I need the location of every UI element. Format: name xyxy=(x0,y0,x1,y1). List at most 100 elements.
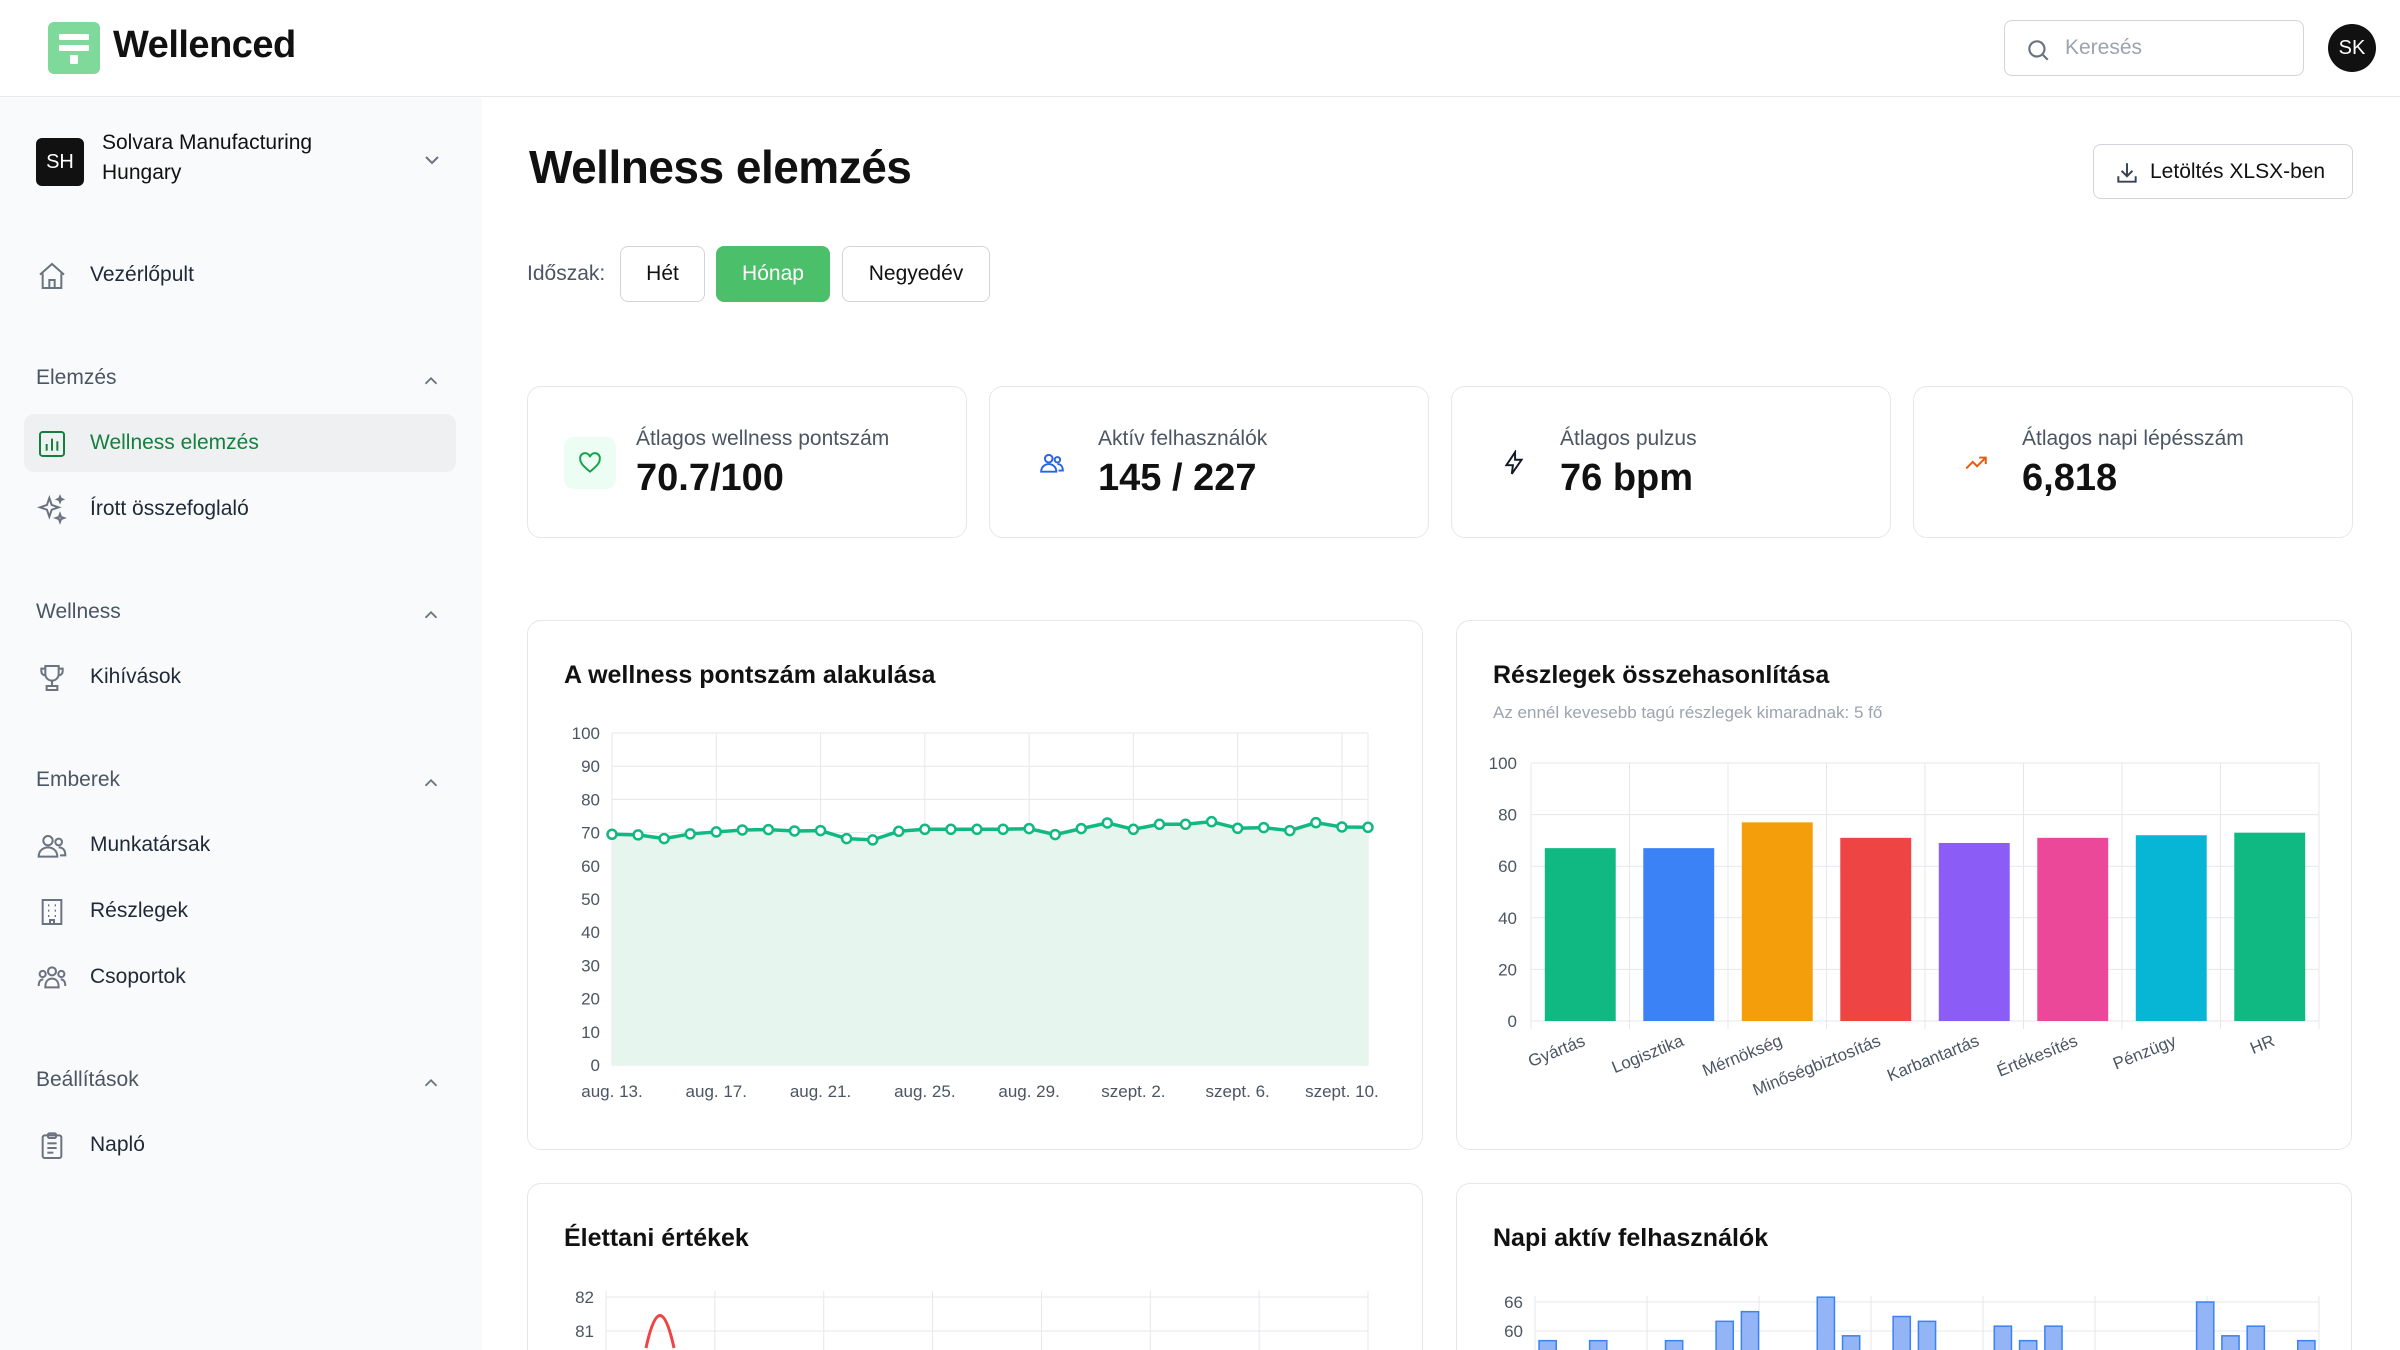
data-point xyxy=(893,825,905,838)
data-point xyxy=(632,829,644,841)
bar xyxy=(2221,1335,2240,1350)
kpi-label: Aktív felhasználók xyxy=(1098,427,1268,450)
y-tick-label: 81 xyxy=(575,1322,594,1341)
y-tick-label: 70 xyxy=(581,824,600,843)
y-tick-label: 60 xyxy=(1504,1322,1523,1341)
sidebar-item-wellness-analysis[interactable]: Wellness elemzés xyxy=(24,414,456,472)
org-avatar: SH xyxy=(36,138,84,186)
x-tick-label: aug. 21. xyxy=(790,1082,851,1101)
card-title: Élettani értékek xyxy=(564,1224,749,1252)
bar xyxy=(1664,1339,1684,1350)
heart-icon xyxy=(564,437,616,489)
period-week-button[interactable]: Hét xyxy=(620,246,705,302)
daily-active-bar-chart[interactable]: 66 60 xyxy=(1457,1184,2352,1350)
y-tick-label: 40 xyxy=(581,923,600,942)
data-point xyxy=(997,823,1009,836)
data-point xyxy=(762,823,775,836)
top-header: Wellenced SK xyxy=(0,0,2400,97)
y-tick-label: 20 xyxy=(581,990,600,1009)
trophy-icon xyxy=(40,665,64,691)
period-quarter-button[interactable]: Negyedév xyxy=(842,246,990,302)
sidebar-item-label: Csoportok xyxy=(90,965,186,988)
download-xlsx-button[interactable]: Letöltés XLSX-ben xyxy=(2093,144,2353,199)
bar xyxy=(1588,1339,1608,1350)
chevron-down-icon xyxy=(425,156,439,165)
data-point xyxy=(606,828,618,841)
brand-name[interactable]: Wellenced xyxy=(113,24,296,66)
org-switcher[interactable]: SH Solvara Manufacturing Hungary xyxy=(36,128,446,192)
data-point xyxy=(814,824,827,837)
period-label: Időszak: xyxy=(527,262,606,285)
y-tick-label: 20 xyxy=(1498,960,1517,979)
x-tick-label: Karbantartás xyxy=(1884,1031,1981,1085)
kpi-value: 6,818 xyxy=(2022,457,2118,499)
x-tick-label: Gyártás xyxy=(1525,1031,1587,1071)
kpi-value: 145 / 227 xyxy=(1098,457,1257,499)
period-month-button[interactable]: Hónap xyxy=(716,246,830,302)
wellness-trend-chart[interactable]: 0 10 20 30 40 50 60 70 80 90 100 aug. 13. aug. 17. au… xyxy=(528,621,1423,1150)
bar xyxy=(1741,822,1813,1021)
sidebar-item-challenges[interactable]: Kihívások xyxy=(24,648,456,706)
bar xyxy=(1840,837,1912,1021)
department-comparison-card: Részlegek összehasonlítása Az ennél keve… xyxy=(1456,620,2352,1150)
y-tick-label: 40 xyxy=(1498,909,1517,928)
sidebar-item-colleagues[interactable]: Munkatársak xyxy=(24,816,456,874)
data-point xyxy=(971,823,983,836)
sidebar-item-label: Írott összefoglaló xyxy=(90,497,249,520)
data-point xyxy=(1023,822,1035,835)
section-elemzes[interactable]: Elemzés xyxy=(36,366,448,396)
y-tick-label: 80 xyxy=(581,790,600,809)
card-subtitle: Az ennél kevesebb tagú részlegek kimarad… xyxy=(1493,703,1883,722)
page-title: Wellness elemzés xyxy=(529,141,912,193)
section-emberek[interactable]: Emberek xyxy=(36,768,448,798)
data-point xyxy=(1284,824,1296,837)
logo-icon[interactable] xyxy=(48,22,100,74)
download-label: Letöltés XLSX-ben xyxy=(2150,160,2326,183)
section-title: Wellness xyxy=(36,600,121,623)
sidebar-item-groups[interactable]: Csoportok xyxy=(24,948,456,1006)
trending-up-icon xyxy=(1950,437,2002,489)
sidebar-item-log[interactable]: Napló xyxy=(24,1116,456,1174)
sidebar-item-label: Kihívások xyxy=(90,665,182,688)
x-tick-label: aug. 13. xyxy=(581,1082,642,1101)
series-line xyxy=(644,1314,676,1349)
bar xyxy=(1544,848,1616,1021)
x-tick-label: Értékesítés xyxy=(1994,1031,2080,1080)
x-tick-label: Logisztika xyxy=(1609,1031,1687,1077)
y-tick-label: 100 xyxy=(572,724,600,743)
sidebar-item-label: Részlegek xyxy=(90,899,189,922)
kpi-label: Átlagos pulzus xyxy=(1560,427,1697,450)
data-point xyxy=(1257,821,1270,834)
search-box[interactable] xyxy=(2004,20,2304,76)
physiological-line-chart[interactable]: 82 81 xyxy=(528,1184,1423,1350)
search-input[interactable] xyxy=(2065,33,2285,63)
org-name: Solvara Manufacturing Hungary xyxy=(102,131,313,184)
sidebar-item-written-summary[interactable]: Írott összefoglaló xyxy=(24,480,456,538)
y-tick-label: 80 xyxy=(1498,806,1517,825)
bar xyxy=(2044,1325,2063,1350)
y-tick-label: 50 xyxy=(581,890,600,909)
building-icon xyxy=(41,899,63,925)
sidebar-item-label: Vezérlőpult xyxy=(90,263,194,286)
y-tick-label: 82 xyxy=(575,1288,594,1307)
data-point xyxy=(736,824,749,836)
card-title: A wellness pontszám alakulása xyxy=(564,661,936,689)
chevron-up-icon xyxy=(424,610,438,619)
data-point xyxy=(1205,815,1218,828)
kpi-value: 70.7/100 xyxy=(636,457,784,499)
y-tick-label: 60 xyxy=(581,857,600,876)
user-avatar[interactable]: SK xyxy=(2328,24,2376,72)
x-tick-label: Pénzügy xyxy=(2110,1031,2179,1074)
kpi-card-avg-pulse: Átlagos pulzus 76 bpm xyxy=(1451,386,1891,538)
x-tick-label: aug. 17. xyxy=(686,1082,747,1101)
section-settings[interactable]: Beállítások xyxy=(36,1068,448,1098)
section-wellness[interactable]: Wellness xyxy=(36,600,448,630)
y-tick-label: 30 xyxy=(581,956,600,975)
data-point xyxy=(1101,817,1114,829)
data-point xyxy=(1310,816,1322,829)
sidebar-item-departments[interactable]: Részlegek xyxy=(24,882,456,940)
bar xyxy=(1917,1320,1937,1350)
sparkles-icon xyxy=(36,494,67,525)
sidebar-item-dashboard[interactable]: Vezérlőpult xyxy=(24,246,456,304)
